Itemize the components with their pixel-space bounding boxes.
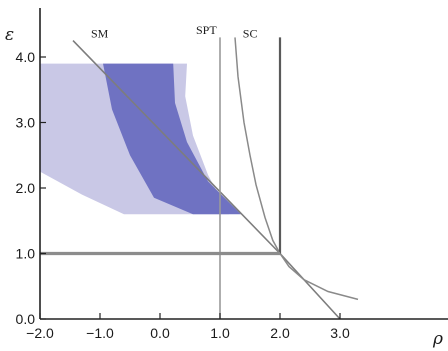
y-tick-label: 2.0 [16, 180, 36, 196]
y-axis-label: ε [5, 25, 14, 45]
ticks-layer: −2.0 −1.0 0.0 1.0 2.0 3.0 0.0 1.0 2.0 3.0 4.0 [16, 49, 350, 341]
y-tick-label: 1.0 [16, 246, 36, 262]
x-tick-label: 3.0 [330, 325, 350, 341]
x-axis-label: ρ [432, 329, 443, 349]
y-tick-label: 4.0 [16, 49, 36, 65]
axes-layer [39, 8, 448, 320]
x-tick-label: 2.0 [270, 325, 290, 341]
y-tick-label: 0.0 [16, 311, 36, 327]
x-tick-label: 0.0 [150, 325, 170, 341]
sm-label: SM [91, 26, 109, 40]
sc-line [234, 37, 359, 301]
sc-label: SC [243, 26, 258, 40]
regions-layer [40, 63, 241, 215]
x-tick-label: 1.0 [210, 325, 230, 341]
lines-layer [40, 37, 359, 320]
x-tick-label: −2.0 [26, 325, 54, 341]
region-2 [103, 63, 241, 215]
x-tick-label: −1.0 [86, 325, 114, 341]
y-tick-label: 3.0 [16, 115, 36, 131]
curve-labels-layer: SM SPT SC [91, 23, 257, 40]
spt-label: SPT [196, 23, 217, 37]
